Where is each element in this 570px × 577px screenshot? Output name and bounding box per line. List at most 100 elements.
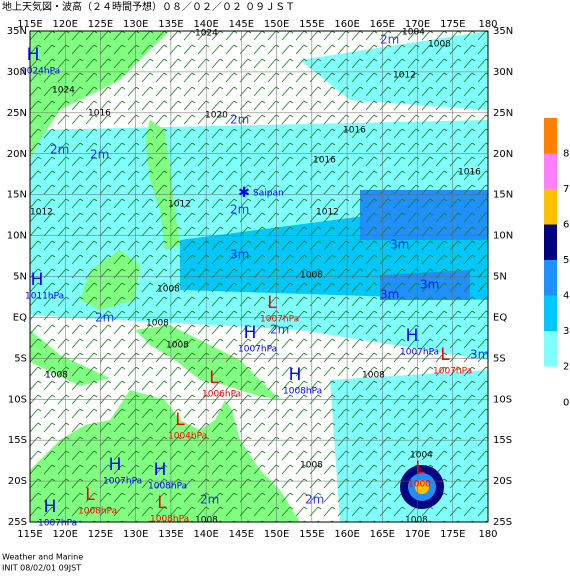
lat-label: 15S bbox=[493, 435, 512, 446]
legend-swatch bbox=[544, 260, 557, 296]
isobar-label: 1008 bbox=[157, 285, 180, 295]
isobar-label: 1012 bbox=[393, 71, 416, 81]
wave-label: 2m bbox=[90, 148, 109, 162]
system-pressure: 1007hPa bbox=[238, 345, 277, 355]
lon-label: 155E bbox=[299, 529, 324, 540]
lon-label: 160E bbox=[334, 529, 359, 540]
legend-label: 4 bbox=[563, 291, 569, 302]
lat-label: 5S bbox=[493, 353, 506, 364]
system-mark: H bbox=[406, 326, 419, 346]
lat-label: 25S bbox=[8, 517, 27, 528]
lon-label: 120E bbox=[53, 529, 78, 540]
wave-label: 3m bbox=[380, 288, 399, 302]
lat-label: 15N bbox=[493, 190, 513, 201]
isobar-label: 1012 bbox=[30, 208, 53, 218]
title: 地上天気図・波高（２４時間予想）０８／０２／０２ ０９ＪＳＴ bbox=[2, 0, 295, 13]
lon-label: 180 bbox=[478, 19, 497, 30]
system-mark: H bbox=[244, 323, 257, 343]
lat-label: 25S bbox=[493, 517, 512, 528]
lon-label: 170E bbox=[405, 529, 430, 540]
lon-label: 150E bbox=[264, 529, 289, 540]
legend-swatch bbox=[544, 153, 557, 189]
system-mark: L bbox=[157, 493, 167, 513]
lon-label: 125E bbox=[88, 19, 113, 30]
lon-label: 145E bbox=[229, 19, 254, 30]
lat-label: 10N bbox=[7, 231, 27, 242]
system-pressure: 1007hPa bbox=[400, 348, 439, 358]
isobar-label: 1016 bbox=[343, 126, 366, 136]
isobar-label: 1024 bbox=[52, 86, 75, 96]
system-mark: L bbox=[267, 293, 277, 313]
lat-label: 20N bbox=[493, 149, 513, 160]
isobar-label: 1004 bbox=[410, 451, 433, 461]
lat-label: 5N bbox=[13, 272, 27, 283]
isobar-label: 1016 bbox=[88, 109, 111, 119]
system-pressure: 1004hPa bbox=[168, 432, 207, 442]
legend-label: 6 bbox=[563, 220, 569, 231]
lon-label: 165E bbox=[370, 19, 395, 30]
lat-label: 10S bbox=[493, 394, 512, 405]
system-mark: H bbox=[109, 455, 122, 475]
isobar-label: 1008 bbox=[166, 341, 189, 351]
system-pressure: 1008hPa bbox=[150, 515, 189, 525]
lon-label: 175E bbox=[440, 19, 465, 30]
lat-label: 20S bbox=[493, 476, 512, 487]
isobar-label: 1012 bbox=[168, 200, 191, 210]
lon-label: 170E bbox=[405, 19, 430, 30]
lat-label: 30N bbox=[7, 67, 27, 78]
lat-label: 35N bbox=[7, 26, 27, 37]
wave-label: 2m bbox=[95, 311, 114, 325]
lat-label: 5S bbox=[14, 353, 27, 364]
system-pressure: 1011hPa bbox=[25, 292, 64, 302]
lon-label: 160E bbox=[334, 19, 359, 30]
lat-label: 15S bbox=[8, 435, 27, 446]
system-mark: L bbox=[209, 368, 219, 388]
system-mark: H bbox=[27, 45, 40, 65]
isobar-label: 1008 bbox=[300, 271, 323, 281]
frame bbox=[29, 30, 489, 523]
isobar-label: 1012 bbox=[316, 208, 339, 218]
lon-label: 130E bbox=[123, 529, 148, 540]
legend-label: 3 bbox=[563, 326, 569, 337]
system-mark: L bbox=[440, 345, 450, 365]
lon-label: 125E bbox=[88, 529, 113, 540]
lat-label: 20S bbox=[8, 476, 27, 487]
place-marker: ✱ bbox=[238, 185, 250, 201]
lat-label: 30N bbox=[493, 67, 513, 78]
lon-label: 135E bbox=[158, 529, 183, 540]
legend-label: 8 bbox=[563, 149, 569, 160]
lat-label: 5N bbox=[493, 272, 507, 283]
footer-line: INIT 08/02/01 09JST bbox=[2, 564, 81, 573]
lat-label: 20N bbox=[7, 149, 27, 160]
lat-label: 15N bbox=[7, 190, 27, 201]
isobar-label: 1016 bbox=[313, 156, 336, 166]
lon-label: 165E bbox=[370, 529, 395, 540]
lat-label: 25N bbox=[493, 108, 513, 119]
system-pressure: 1008hPa bbox=[148, 482, 187, 492]
lon-label: 115E bbox=[17, 529, 42, 540]
lat-label: 10N bbox=[493, 231, 513, 242]
isobar-label: 1008 bbox=[428, 40, 451, 50]
isobar-label: 1008 bbox=[300, 461, 323, 471]
wave-label: 2m bbox=[380, 33, 399, 47]
lon-label: 175E bbox=[440, 529, 465, 540]
isobar-label: 1016 bbox=[458, 168, 481, 178]
wave-label: 3m bbox=[420, 278, 439, 292]
system-pressure: 1024hPa bbox=[21, 67, 60, 77]
lon-label: 145E bbox=[229, 529, 254, 540]
legend-swatch bbox=[544, 118, 557, 154]
legend-swatch bbox=[544, 331, 557, 367]
system-mark: H bbox=[289, 365, 302, 385]
system-pressure: 1007hPa bbox=[433, 367, 472, 377]
lon-label: 140E bbox=[193, 529, 218, 540]
legend-label: 0 bbox=[563, 398, 569, 409]
wave-label: 2m bbox=[270, 323, 289, 337]
isobar-label: 1020 bbox=[205, 111, 228, 121]
system-mark: L bbox=[175, 410, 185, 430]
wave-label: 2m bbox=[230, 203, 249, 217]
wave-label: 2m bbox=[50, 143, 69, 157]
wave-label: 2m bbox=[200, 493, 219, 507]
isobar-label: 1008 bbox=[405, 516, 428, 526]
isobar-label: 1024 bbox=[195, 29, 218, 39]
